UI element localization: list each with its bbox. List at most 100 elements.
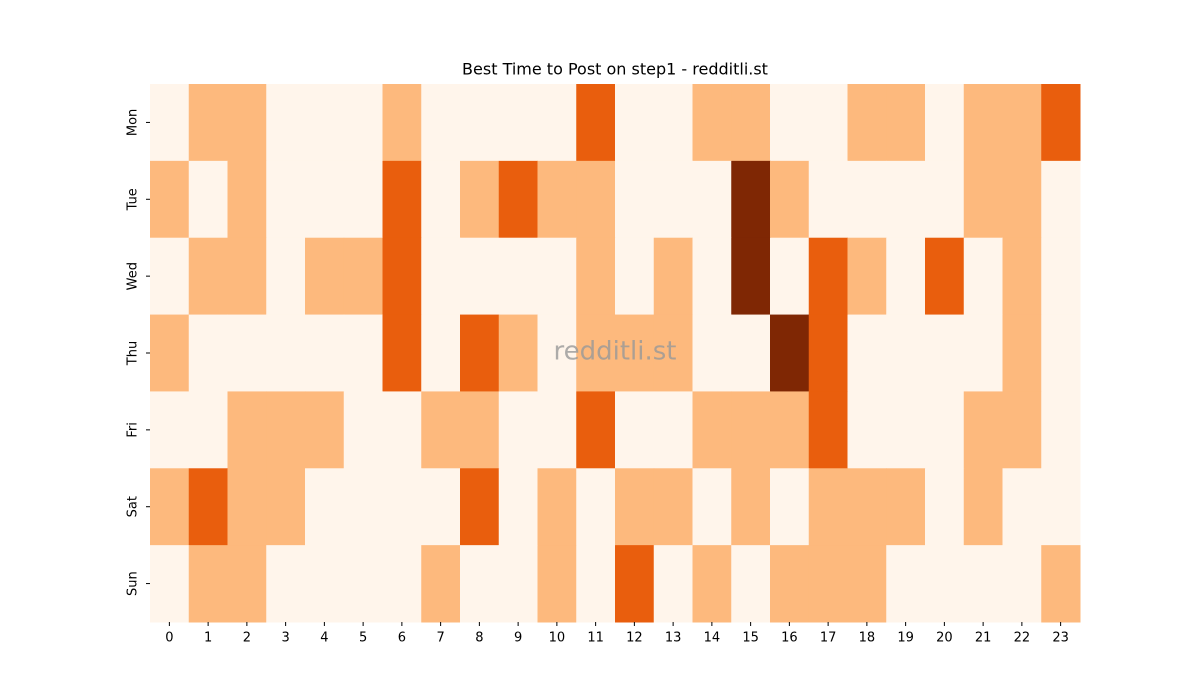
heat-cell bbox=[498, 160, 538, 239]
heat-cell bbox=[847, 237, 887, 316]
heat-cell bbox=[692, 314, 732, 392]
x-tick-label: 8 bbox=[475, 631, 483, 646]
heat-cell bbox=[1002, 545, 1042, 623]
heat-cell bbox=[266, 468, 306, 546]
watermark: redditli.st bbox=[554, 337, 677, 367]
heat-cell bbox=[963, 160, 1003, 239]
heat-cell bbox=[963, 468, 1003, 546]
heat-cell bbox=[188, 237, 228, 316]
heat-cell bbox=[421, 545, 461, 623]
heat-cell bbox=[653, 314, 693, 392]
heat-cell bbox=[731, 391, 771, 469]
heat-cell bbox=[692, 391, 732, 469]
heat-cell bbox=[227, 160, 267, 239]
heat-cell bbox=[1041, 545, 1081, 623]
heat-cell bbox=[1002, 468, 1042, 546]
heat-cell bbox=[460, 391, 500, 469]
heat-cell bbox=[382, 84, 422, 162]
x-tick-label: 10 bbox=[549, 631, 566, 646]
heat-cell bbox=[925, 391, 965, 469]
heat-cell bbox=[886, 391, 926, 469]
heat-cell bbox=[188, 160, 228, 239]
heat-cell bbox=[576, 468, 616, 546]
heat-cell bbox=[963, 84, 1003, 162]
heat-cell bbox=[615, 237, 655, 316]
heat-cell bbox=[615, 84, 655, 162]
heat-cell bbox=[731, 237, 771, 316]
heat-cell bbox=[770, 391, 810, 469]
heat-cell bbox=[498, 84, 538, 162]
heat-cell bbox=[847, 391, 887, 469]
heat-cell bbox=[227, 545, 267, 623]
heat-cell bbox=[421, 237, 461, 316]
heat-cell bbox=[498, 545, 538, 623]
x-tick-label: 13 bbox=[665, 631, 682, 646]
heat-cell bbox=[343, 391, 383, 469]
heat-cell bbox=[653, 468, 693, 546]
heat-cell bbox=[808, 314, 848, 392]
x-tick-label: 18 bbox=[859, 631, 876, 646]
heat-cell bbox=[1041, 160, 1081, 239]
heat-cell bbox=[963, 545, 1003, 623]
heat-cell bbox=[266, 160, 306, 239]
x-tick-label: 6 bbox=[398, 631, 406, 646]
heat-cell bbox=[653, 237, 693, 316]
y-tick-label: Tue bbox=[126, 188, 141, 211]
heat-cell bbox=[576, 545, 616, 623]
x-tick-label: 16 bbox=[781, 631, 798, 646]
x-tick-label: 5 bbox=[359, 631, 367, 646]
heat-cell bbox=[150, 468, 190, 546]
heat-cell bbox=[421, 468, 461, 546]
heat-cell bbox=[886, 237, 926, 316]
heat-cell bbox=[692, 237, 732, 316]
heat-cell bbox=[925, 545, 965, 623]
heat-cell bbox=[770, 160, 810, 239]
heat-cell bbox=[382, 314, 422, 392]
heat-cell bbox=[925, 468, 965, 546]
x-tick-label: 22 bbox=[1014, 631, 1031, 646]
heat-cell bbox=[537, 84, 577, 162]
heat-cell bbox=[847, 468, 887, 546]
heat-cell bbox=[692, 84, 732, 162]
heat-cell bbox=[343, 314, 383, 392]
heat-cell bbox=[266, 314, 306, 392]
heat-cell bbox=[925, 314, 965, 392]
heat-cell bbox=[266, 84, 306, 162]
x-tick-label: 17 bbox=[820, 631, 837, 646]
heat-cell bbox=[886, 468, 926, 546]
heat-cell bbox=[382, 468, 422, 546]
heat-cell bbox=[537, 545, 577, 623]
heat-cell bbox=[925, 84, 965, 162]
heat-cell bbox=[886, 314, 926, 392]
heat-cell bbox=[653, 84, 693, 162]
heat-cell bbox=[808, 237, 848, 316]
heat-cell bbox=[770, 468, 810, 546]
heat-cell bbox=[188, 314, 228, 392]
heat-cell bbox=[382, 237, 422, 316]
heat-cell bbox=[1002, 237, 1042, 316]
heat-cell bbox=[925, 160, 965, 239]
heat-cell bbox=[615, 314, 655, 392]
heat-cell bbox=[1041, 468, 1081, 546]
heat-cell bbox=[343, 160, 383, 239]
x-tick-label: 21 bbox=[975, 631, 992, 646]
y-tick-label: Fri bbox=[126, 422, 141, 438]
heat-cell bbox=[460, 160, 500, 239]
x-tick-label: 1 bbox=[204, 631, 212, 646]
chart-title: Best Time to Post on step1 - redditli.st bbox=[462, 60, 768, 79]
x-tick-label: 4 bbox=[320, 631, 328, 646]
heat-cell bbox=[847, 545, 887, 623]
heat-cell bbox=[150, 84, 190, 162]
y-tick-label: Wed bbox=[126, 262, 141, 290]
heat-cell bbox=[382, 160, 422, 239]
x-tick-label: 9 bbox=[514, 631, 522, 646]
heat-cell bbox=[188, 84, 228, 162]
heat-cell bbox=[460, 314, 500, 392]
heat-cell bbox=[150, 391, 190, 469]
heat-cell bbox=[886, 545, 926, 623]
x-tick-label: 12 bbox=[626, 631, 643, 646]
heat-cell bbox=[615, 468, 655, 546]
heat-cell bbox=[421, 314, 461, 392]
heat-cell bbox=[653, 545, 693, 623]
heat-cell bbox=[150, 545, 190, 623]
